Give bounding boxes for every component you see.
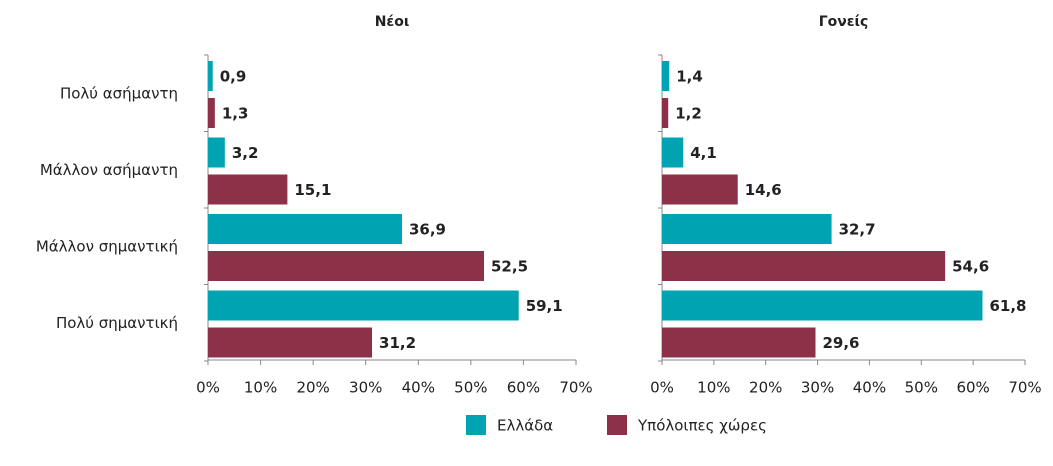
value-label: 32,7 — [839, 221, 876, 239]
bar — [662, 251, 946, 281]
x-tick-label: 50% — [454, 379, 487, 397]
x-tick-label: 0% — [650, 379, 674, 397]
x-tick-label: 20% — [749, 379, 782, 397]
value-label: 14,6 — [745, 181, 782, 199]
value-label: 4,1 — [690, 144, 717, 162]
value-label: 0,9 — [220, 68, 247, 86]
category-label: Πολύ σημαντική — [56, 314, 178, 332]
value-label: 31,2 — [379, 334, 416, 352]
value-label: 1,4 — [676, 68, 703, 86]
chart-title: Γονείς — [819, 14, 869, 30]
bar — [662, 174, 738, 205]
value-label: 29,6 — [822, 334, 859, 352]
legend-label: Ελλάδα — [497, 417, 553, 435]
bar — [662, 137, 684, 168]
x-tick-label: 10% — [697, 379, 730, 397]
value-label: 36,9 — [409, 221, 446, 239]
bar — [662, 290, 983, 321]
bar — [208, 137, 225, 168]
x-tick-label: 20% — [296, 379, 329, 397]
value-label: 61,8 — [989, 297, 1026, 315]
bar — [662, 98, 669, 128]
category-label: Μάλλον ασήμαντη — [40, 161, 178, 179]
value-label: 59,1 — [526, 297, 563, 315]
category-label: Πολύ ασήμαντη — [60, 85, 178, 103]
bar — [208, 98, 215, 128]
legend-swatch — [466, 415, 486, 435]
value-label: 1,3 — [222, 105, 249, 123]
x-tick-label: 70% — [559, 379, 592, 397]
x-tick-label: 70% — [1008, 379, 1041, 397]
value-label: 1,2 — [675, 105, 702, 123]
category-label: Μάλλον σημαντική — [36, 238, 178, 256]
value-label: 15,1 — [294, 181, 331, 199]
legend-swatch — [607, 415, 627, 435]
bar — [208, 251, 484, 281]
bar — [208, 174, 288, 205]
x-tick-label: 40% — [853, 379, 886, 397]
x-tick-label: 30% — [801, 379, 834, 397]
x-tick-label: 40% — [402, 379, 435, 397]
x-tick-label: 60% — [507, 379, 540, 397]
bar — [662, 327, 816, 358]
bar — [208, 327, 373, 358]
bar — [662, 214, 832, 244]
value-label: 54,6 — [952, 258, 989, 276]
x-tick-label: 30% — [349, 379, 382, 397]
bar — [208, 61, 213, 91]
chart-title: Νέοι — [375, 14, 410, 30]
x-tick-label: 60% — [956, 379, 989, 397]
x-tick-label: 10% — [244, 379, 277, 397]
x-tick-label: 50% — [905, 379, 938, 397]
bar — [208, 290, 519, 321]
bar — [662, 61, 670, 91]
value-label: 52,5 — [491, 258, 528, 276]
legend-label: Υπόλοιπες χώρες — [637, 417, 767, 435]
bar — [208, 214, 402, 244]
value-label: 3,2 — [232, 144, 259, 162]
x-tick-label: 0% — [196, 379, 220, 397]
